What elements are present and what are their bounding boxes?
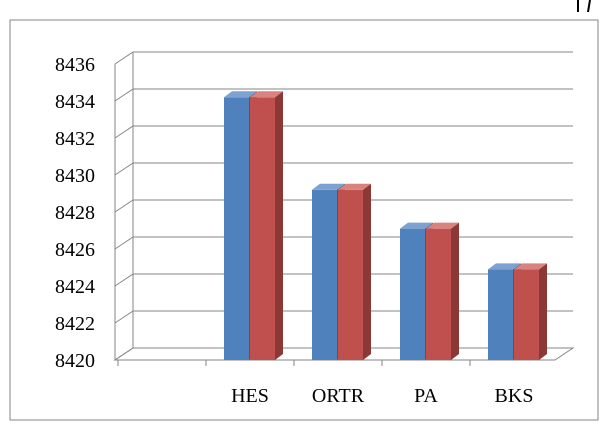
y-tick-label: 8426 — [55, 239, 95, 261]
y-tick-label: 8434 — [55, 91, 95, 113]
x-axis-labels: HES ORTR PA BKS — [231, 385, 533, 407]
y-tick-label: 8420 — [55, 350, 95, 372]
bar — [312, 189, 337, 360]
y-tick-label: 8422 — [55, 313, 95, 335]
x-tick-label: HES — [231, 385, 269, 407]
gridline-side — [114, 88, 134, 102]
bar-top — [312, 183, 345, 190]
bars — [224, 91, 547, 361]
bar — [400, 228, 425, 360]
bar-side — [363, 183, 371, 360]
bar-top — [250, 91, 283, 98]
bar-side — [539, 263, 547, 360]
title-fragment — [577, 0, 591, 13]
gridline-side — [114, 125, 134, 139]
bar — [514, 269, 539, 360]
bar-top — [488, 263, 521, 270]
gridline-side — [114, 51, 134, 65]
bar-top — [400, 222, 433, 229]
bar-side — [451, 222, 459, 360]
bar-top — [514, 263, 547, 270]
y-tick-label: 8424 — [55, 276, 95, 298]
bar — [488, 269, 513, 360]
bar — [250, 97, 275, 361]
bar-top — [426, 222, 459, 229]
bar-top — [338, 183, 371, 190]
x-tick-label: BKS — [495, 385, 534, 407]
bar — [426, 228, 451, 360]
bar-top — [224, 91, 257, 98]
gridline-side — [114, 310, 134, 324]
x-tick-label: ORTR — [312, 385, 365, 407]
y-tick-label: 8432 — [55, 128, 95, 150]
x-tick-label: PA — [414, 385, 438, 407]
y-tick-label: 8430 — [55, 165, 95, 187]
bar — [224, 97, 249, 361]
gridline-side — [114, 162, 134, 176]
gridline-side — [114, 273, 134, 287]
bar-side — [275, 91, 283, 361]
y-tick-label: 8436 — [55, 54, 95, 76]
y-tick-label: 8428 — [55, 202, 95, 224]
bar — [338, 189, 363, 360]
y-axis-ticks: 8420 8422 8424 8426 8428 8430 8432 8434 8436 — [55, 54, 95, 372]
gridline-side — [114, 236, 134, 250]
gridline-side — [114, 199, 134, 213]
